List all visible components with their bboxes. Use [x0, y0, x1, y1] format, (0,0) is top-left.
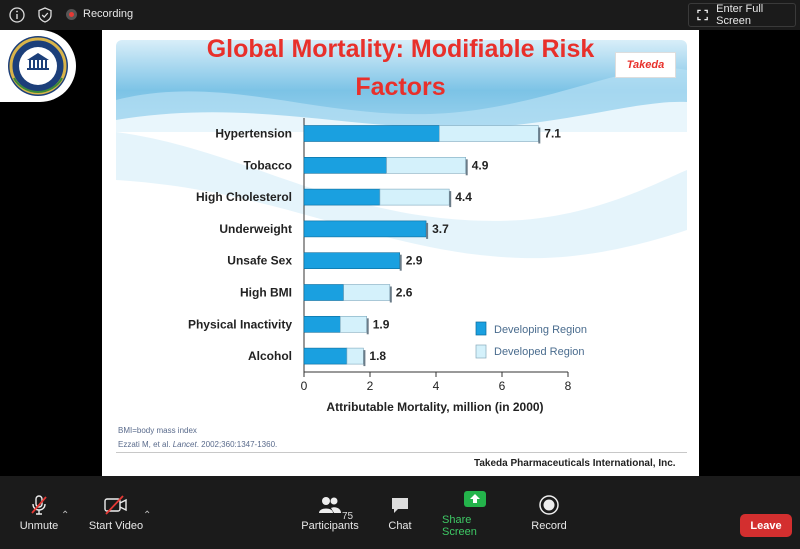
bar-total-label: 2.6: [396, 286, 413, 300]
reference-citation: . 2002;360:1347-1360.: [196, 440, 278, 449]
bar-shadow: [366, 318, 369, 335]
chat-label: Chat: [388, 519, 412, 532]
bar-developing: [303, 347, 348, 365]
x-tick-label: 4: [433, 379, 440, 393]
video-off-icon: [103, 494, 129, 516]
bar-shadow: [399, 254, 402, 271]
chat-icon: [387, 494, 413, 516]
bar-developed: [379, 188, 450, 206]
bar-developed: [343, 284, 391, 301]
bar-total-label: 2.9: [406, 254, 423, 268]
category-label: Underweight: [219, 222, 292, 236]
start-video-label: Start Video: [88, 519, 144, 532]
slide-title-line2: Factors: [355, 73, 446, 101]
bar-shadow: [363, 350, 366, 367]
takeda-logo: Takeda: [615, 52, 676, 78]
share-screen-icon: [462, 488, 488, 510]
bar-total-label: 7.1: [544, 127, 561, 141]
video-options-chevron-icon[interactable]: ⌃: [143, 510, 152, 521]
reference-authors: Ezzati M, et al.: [118, 440, 173, 449]
bar-total-label: 4.9: [472, 158, 489, 172]
start-video-button[interactable]: Start Video: [86, 476, 146, 549]
record-label: Record: [531, 519, 567, 532]
footnote-bmi: BMI=body mass index: [118, 426, 197, 435]
bar-shadow: [538, 127, 541, 144]
bar-shadow: [449, 191, 452, 208]
meeting-controls-bar: Unmute ⌃ Start Video ⌃ Participants 75 C…: [0, 476, 800, 549]
bar-total-label: 4.4: [455, 190, 472, 204]
bar-shadow: [389, 286, 392, 303]
unmute-label: Unmute: [19, 519, 59, 532]
footnote-reference: Ezzati M, et al. Lancet. 2002;360:1347-1…: [118, 440, 277, 449]
fullscreen-icon: [697, 9, 708, 21]
category-label: Hypertension: [215, 127, 292, 141]
bar-developing: [303, 220, 427, 238]
category-label: High Cholesterol: [196, 190, 292, 204]
bar-developed: [340, 315, 368, 333]
slide-footer: Takeda Pharmaceuticals International, In…: [474, 458, 676, 469]
x-tick-label: 6: [499, 379, 506, 393]
bar-developed: [386, 157, 466, 174]
share-screen-button[interactable]: Share Screen: [442, 476, 508, 549]
category-label: Physical Inactivity: [188, 317, 292, 331]
legend-swatch-developing: [475, 321, 487, 336]
record-icon: [536, 494, 562, 516]
participants-button[interactable]: Participants: [300, 476, 360, 549]
chat-button[interactable]: Chat: [380, 476, 420, 549]
category-label: High BMI: [240, 286, 292, 300]
info-icon[interactable]: [8, 6, 26, 24]
slide-title-line1: Global Mortality: Modifiable Risk: [206, 35, 595, 63]
bar-developed: [346, 347, 364, 365]
bar-developed: [438, 125, 539, 142]
unmute-button[interactable]: Unmute: [14, 476, 64, 549]
participants-icon: [317, 494, 343, 516]
x-axis-title: Attributable Mortality, million (in 2000…: [326, 400, 543, 414]
participants-count: 75: [342, 511, 354, 522]
x-tick-label: 0: [301, 379, 308, 393]
bar-shadow: [465, 159, 468, 176]
bar-total-label: 3.7: [432, 222, 449, 236]
top-bar: Recording Enter Full Screen: [0, 0, 800, 30]
bar-total-label: 1.8: [369, 349, 386, 363]
category-label: Alcohol: [248, 349, 292, 363]
leave-button[interactable]: Leave: [740, 514, 792, 537]
legend-swatch-developed: [475, 344, 487, 359]
muted-microphone-icon: [26, 494, 52, 516]
recording-icon: [66, 8, 77, 20]
legend-label-developing: Developing Region: [494, 324, 587, 336]
share-screen-label: Share Screen: [442, 513, 477, 538]
bar-shadow: [426, 222, 429, 239]
reference-journal: Lancet: [172, 440, 197, 449]
shield-icon[interactable]: [36, 6, 54, 24]
audio-options-chevron-icon[interactable]: ⌃: [61, 510, 70, 521]
record-button[interactable]: Record: [529, 476, 569, 549]
bar-developing: [303, 157, 387, 174]
slide-header-banner: [116, 40, 687, 132]
category-label: Tobacco: [244, 158, 292, 172]
bar-developing: [303, 284, 344, 301]
recording-label: Recording: [83, 8, 134, 20]
x-tick-label: 2: [367, 379, 374, 393]
chart-legend: Developing Region Developed Region: [475, 321, 587, 359]
recording-indicator[interactable]: Recording: [66, 8, 133, 20]
brand-name: Takeda: [626, 59, 665, 71]
bar-developing: [303, 125, 440, 142]
fullscreen-label: Enter Full Screen: [716, 3, 764, 27]
footer-divider: [116, 452, 687, 453]
slide-title: Global Mortality: Modifiable Risk Factor…: [102, 30, 699, 106]
organization-logo: [0, 30, 76, 102]
category-label: Unsafe Sex: [227, 254, 292, 268]
legend-label-developed: Developed Region: [494, 346, 585, 358]
shared-slide: Hypertension 7.1 Tobacco 4.9 High Cholestero…: [102, 30, 699, 476]
mortality-bar-chart: Hypertension 7.1 Tobacco 4.9 High Cholestero…: [116, 118, 687, 414]
bar-developing: [303, 252, 400, 269]
enter-fullscreen-button[interactable]: Enter Full Screen: [688, 3, 796, 27]
bar-developing: [303, 188, 381, 206]
bar-developing: [303, 315, 341, 333]
bar-total-label: 1.9: [373, 317, 390, 331]
participants-label: Participants: [301, 519, 359, 532]
x-tick-label: 8: [565, 379, 572, 393]
